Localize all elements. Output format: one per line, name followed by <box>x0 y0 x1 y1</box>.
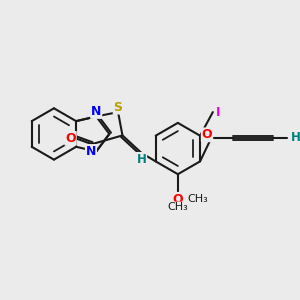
Text: S: S <box>114 100 123 114</box>
Text: O: O <box>202 128 212 141</box>
Text: CH₃: CH₃ <box>187 194 208 204</box>
Text: CH₃: CH₃ <box>167 202 188 212</box>
Text: O: O <box>172 193 183 206</box>
Text: I: I <box>216 106 221 118</box>
Text: H: H <box>136 153 146 166</box>
Text: O: O <box>65 132 76 145</box>
Text: N: N <box>86 145 96 158</box>
Text: H: H <box>291 131 300 144</box>
Text: N: N <box>91 105 101 118</box>
